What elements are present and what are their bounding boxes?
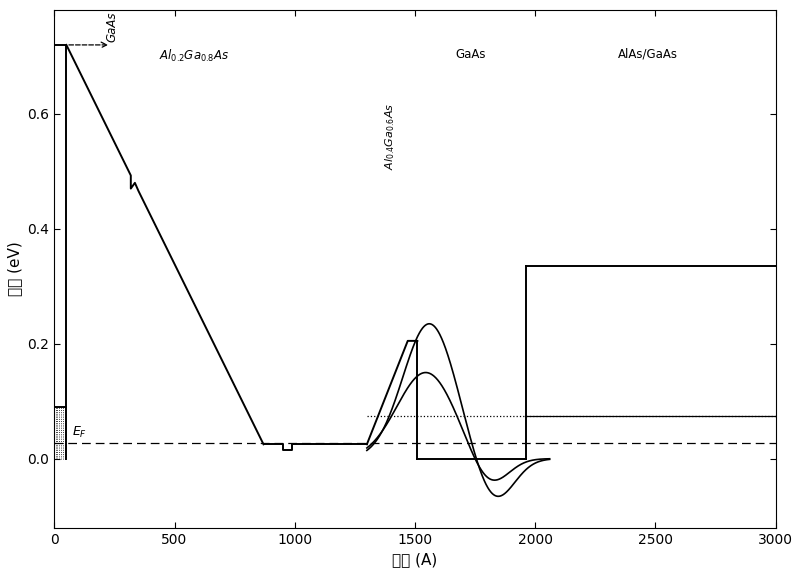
Text: GaAs: GaAs	[455, 48, 486, 61]
Y-axis label: 能量 (eV): 能量 (eV)	[7, 242, 22, 296]
X-axis label: 厘度 (A): 厘度 (A)	[392, 552, 438, 567]
Text: AlAs/GaAs: AlAs/GaAs	[618, 48, 678, 61]
Text: $E_F$: $E_F$	[72, 425, 87, 440]
Text: $Al_{0.4}Ga_{0.6}As$: $Al_{0.4}Ga_{0.6}As$	[383, 102, 397, 170]
Text: $Al_{0.2}Ga_{0.8}As$: $Al_{0.2}Ga_{0.8}As$	[158, 48, 229, 64]
Text: GaAs: GaAs	[106, 11, 118, 42]
